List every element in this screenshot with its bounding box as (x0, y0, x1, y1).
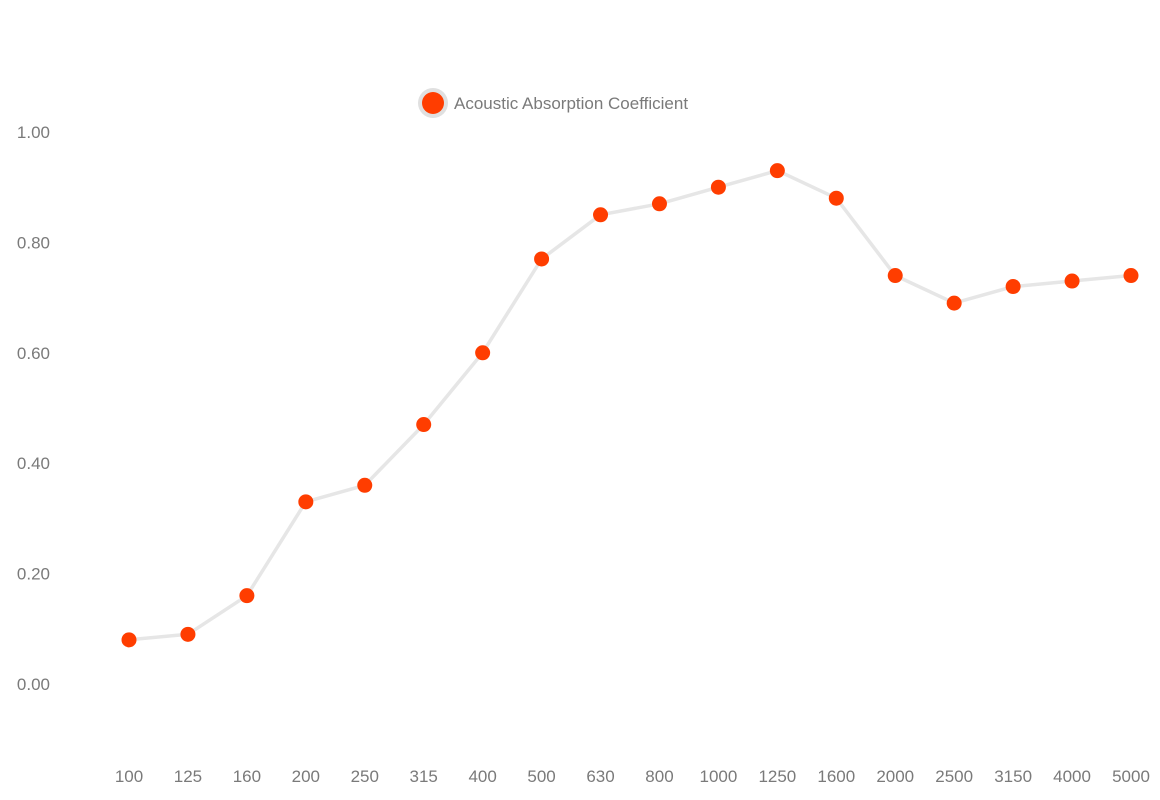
data-point[interactable] (887, 268, 903, 284)
x-tick-label: 500 (527, 767, 555, 786)
series-line (127, 168, 1133, 642)
x-tick-label: 3150 (994, 767, 1032, 786)
x-tick-label: 1600 (817, 767, 855, 786)
y-tick-label: 0.40 (17, 454, 50, 473)
data-point[interactable] (298, 494, 314, 510)
x-tick-label: 200 (292, 767, 320, 786)
x-tick-label: 125 (174, 767, 202, 786)
x-tick-label: 4000 (1053, 767, 1091, 786)
data-point[interactable] (593, 207, 609, 223)
y-tick-label: 0.80 (17, 233, 50, 252)
y-tick-label: 0.00 (17, 675, 50, 694)
data-point[interactable] (710, 179, 726, 195)
x-tick-label: 2500 (935, 767, 973, 786)
data-point[interactable] (180, 626, 196, 642)
y-tick-label: 0.60 (17, 344, 50, 363)
series-layer (121, 163, 1139, 648)
data-point[interactable] (1005, 279, 1021, 295)
x-tick-label: 250 (351, 767, 379, 786)
x-tick-label: 2000 (876, 767, 914, 786)
x-tick-label: 315 (410, 767, 438, 786)
data-point[interactable] (946, 295, 962, 311)
data-point[interactable] (769, 163, 785, 179)
x-tick-label: 1000 (699, 767, 737, 786)
x-tick-label: 5000 (1112, 767, 1150, 786)
data-point[interactable] (121, 632, 137, 648)
data-point[interactable] (416, 417, 432, 433)
x-tick-label: 1250 (758, 767, 796, 786)
data-point[interactable] (534, 251, 550, 267)
data-point[interactable] (828, 190, 844, 206)
legend-marker (422, 92, 444, 114)
x-tick-label: 800 (645, 767, 673, 786)
data-point[interactable] (651, 196, 667, 212)
data-point[interactable] (1123, 268, 1139, 284)
data-point[interactable] (475, 345, 491, 361)
legend-label: Acoustic Absorption Coefficient (454, 94, 688, 113)
x-tick-label: 630 (586, 767, 614, 786)
legend[interactable]: Acoustic Absorption Coefficient (418, 88, 688, 118)
x-tick-label: 400 (468, 767, 496, 786)
y-tick-label: 1.00 (17, 123, 50, 142)
x-axis: 100 125 160 200 250 315 400 500 630 800 1000 1250 16… (115, 767, 1150, 786)
x-tick-label: 100 (115, 767, 143, 786)
data-point[interactable] (239, 588, 255, 604)
y-tick-label: 0.20 (17, 565, 50, 584)
x-tick-label: 160 (233, 767, 261, 786)
y-axis: 0.00 0.20 0.40 0.60 0.80 1.00 (17, 123, 50, 694)
data-point[interactable] (357, 477, 373, 493)
data-point[interactable] (1064, 273, 1080, 289)
